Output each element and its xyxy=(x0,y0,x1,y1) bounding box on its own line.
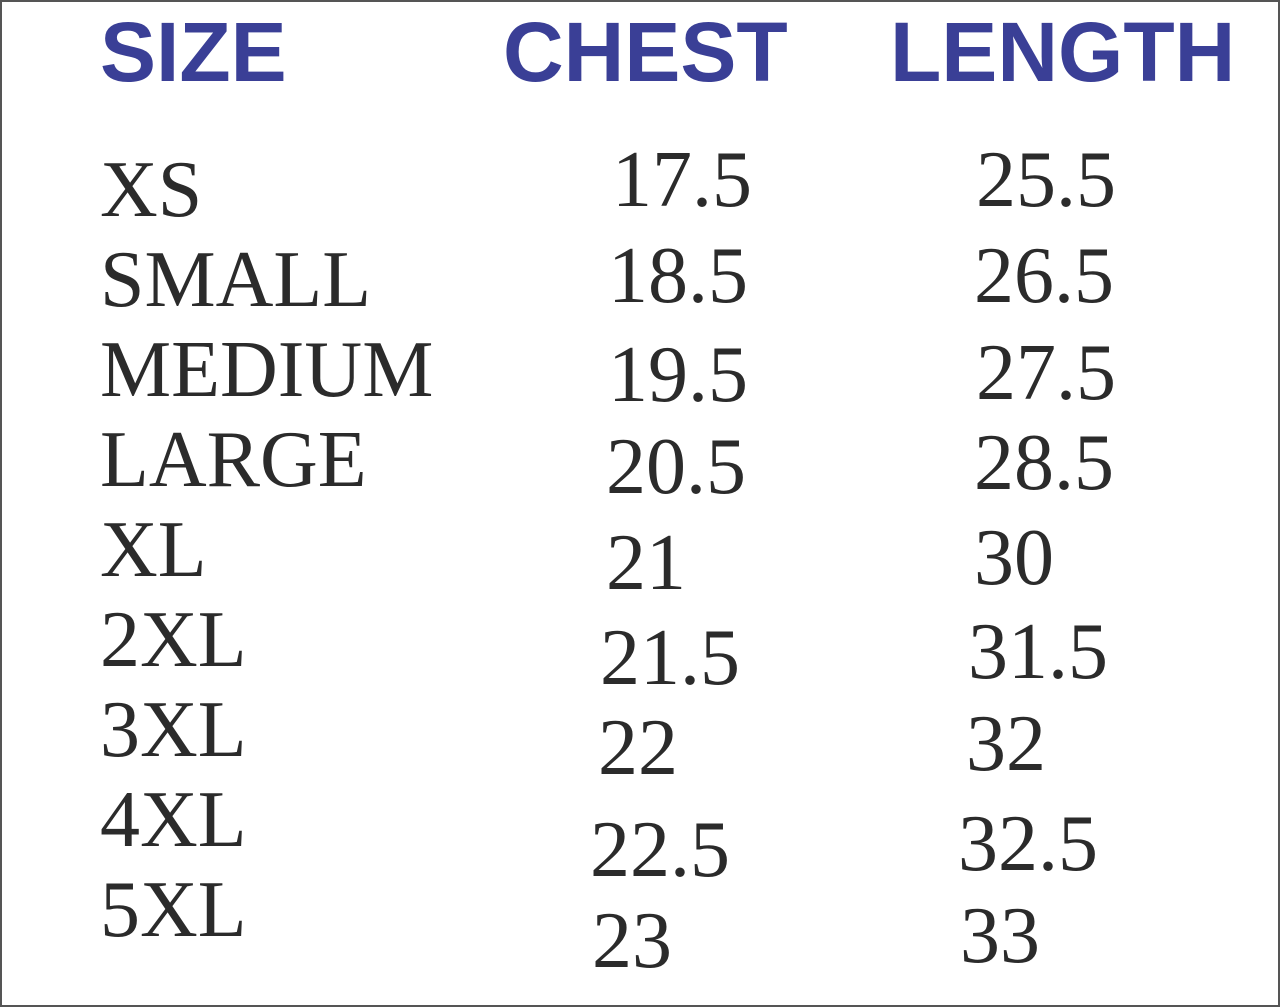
length-value: 30 xyxy=(974,514,1054,602)
size-label: XL xyxy=(100,506,207,594)
chest-value: 18.5 xyxy=(608,232,748,320)
header-chest: CHEST xyxy=(503,5,788,99)
length-value: 32.5 xyxy=(958,800,1098,888)
size-label: 5XL xyxy=(100,866,247,954)
size-label: 3XL xyxy=(100,686,247,774)
size-label: 4XL xyxy=(100,776,247,864)
length-value: 25.5 xyxy=(976,136,1116,224)
size-label: XS xyxy=(100,146,203,234)
chest-value: 20.5 xyxy=(606,423,746,511)
length-value: 28.5 xyxy=(974,419,1114,507)
chest-value: 22.5 xyxy=(590,806,730,894)
chest-value: 17.5 xyxy=(612,136,752,224)
size-label: SMALL xyxy=(100,236,372,324)
length-value: 31.5 xyxy=(968,608,1108,696)
length-value: 27.5 xyxy=(976,329,1116,417)
header-length: LENGTH xyxy=(890,5,1236,99)
size-label: LARGE xyxy=(100,416,367,504)
chest-value: 22 xyxy=(598,704,678,792)
chest-value: 21 xyxy=(606,519,686,607)
chest-value: 19.5 xyxy=(608,331,748,419)
length-value: 33 xyxy=(960,892,1040,980)
size-label: MEDIUM xyxy=(100,326,434,414)
length-value: 32 xyxy=(966,700,1046,788)
chest-value: 21.5 xyxy=(600,614,740,702)
chest-value: 23 xyxy=(592,897,672,985)
header-size: SIZE xyxy=(100,5,287,99)
length-value: 26.5 xyxy=(974,232,1114,320)
size-label: 2XL xyxy=(100,596,247,684)
